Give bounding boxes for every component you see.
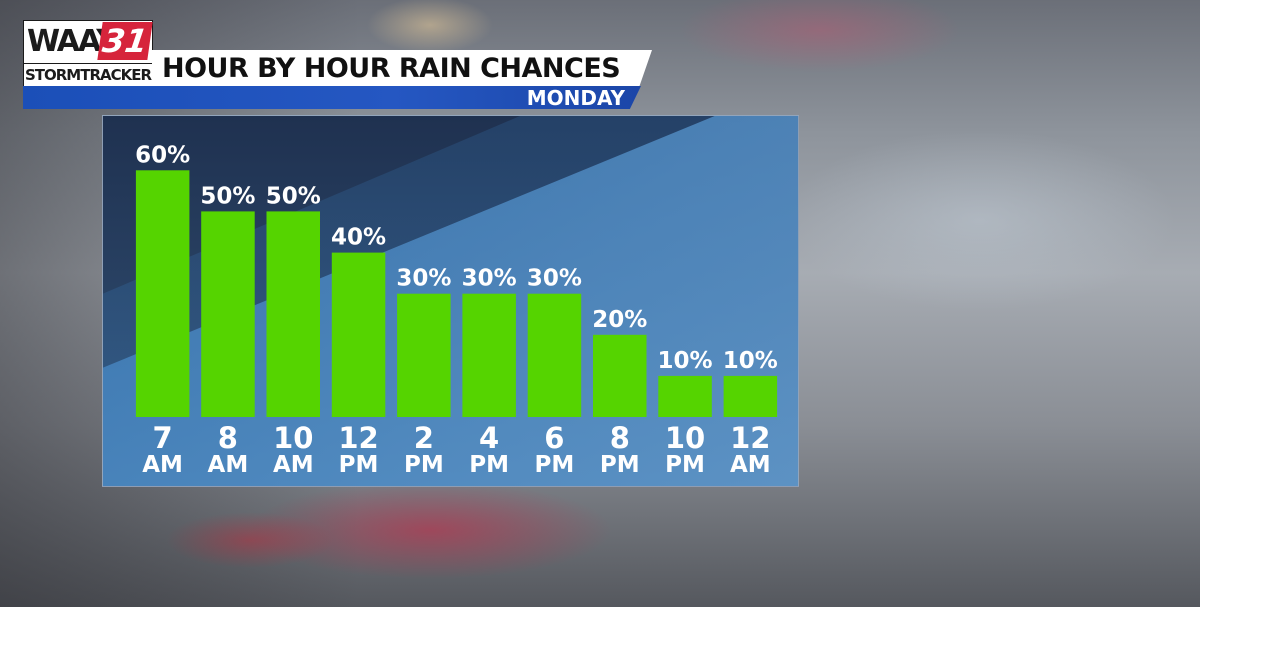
bar-value-label-1: 50% xyxy=(200,183,255,209)
x-tick-ampm-1: AM xyxy=(208,452,249,478)
x-tick-ampm-7: PM xyxy=(600,452,640,478)
subtitle-banner: MONDAY xyxy=(23,86,641,109)
bar-value-label-4: 30% xyxy=(396,266,451,292)
x-tick-ampm-8: PM xyxy=(665,452,705,478)
bar-1 xyxy=(201,211,255,417)
chart-panel: 60% 7 AM 50% 8 AM 50% 10 AM 40% 12 PM 30% 2 PM 30% 4 PM 30… xyxy=(102,115,799,487)
bar-value-label-9: 10% xyxy=(723,348,778,374)
bar-value-label-6: 30% xyxy=(527,266,582,292)
x-tick-hour-0: 7 xyxy=(153,421,173,455)
x-tick-hour-5: 4 xyxy=(479,421,499,455)
x-tick-hour-1: 8 xyxy=(218,421,238,455)
bar-value-label-5: 30% xyxy=(462,266,517,292)
bar-8 xyxy=(658,375,712,417)
bar-3 xyxy=(331,252,386,417)
chart-subtitle: MONDAY xyxy=(526,86,625,110)
bar-value-label-3: 40% xyxy=(331,225,386,251)
bar-2 xyxy=(266,211,320,417)
logo-channel-number: 31 xyxy=(97,22,153,60)
x-tick-hour-2: 10 xyxy=(273,421,313,455)
bar-value-label-2: 50% xyxy=(266,183,321,209)
x-tick-ampm-6: PM xyxy=(535,452,575,478)
x-tick-ampm-3: PM xyxy=(339,452,379,478)
x-tick-ampm-5: PM xyxy=(469,452,509,478)
bar-value-label-8: 10% xyxy=(657,348,712,374)
bar-4 xyxy=(397,293,451,417)
x-tick-hour-3: 12 xyxy=(338,421,378,455)
x-tick-hour-6: 6 xyxy=(544,421,564,455)
x-tick-hour-4: 2 xyxy=(414,421,434,455)
bar-6 xyxy=(527,293,582,417)
bar-7 xyxy=(593,334,647,417)
x-tick-ampm-4: PM xyxy=(404,452,444,478)
logo-stormtracker: STORMTRACKER xyxy=(24,63,152,86)
station-logo: WAAY 31 STORMTRACKER xyxy=(23,20,153,88)
x-tick-hour-8: 10 xyxy=(665,421,705,455)
bar-0 xyxy=(135,170,190,417)
bar-9 xyxy=(723,375,778,417)
chart-title: HOUR BY HOUR RAIN CHANCES xyxy=(162,53,621,84)
rain-chance-bar-chart: 60%7AM50%8AM50%10AM40%12PM30%2PM30%4PM30… xyxy=(135,142,778,478)
x-tick-ampm-2: AM xyxy=(273,452,314,478)
bar-value-label-0: 60% xyxy=(135,142,190,168)
x-tick-hour-9: 12 xyxy=(730,421,770,455)
x-tick-ampm-0: AM xyxy=(142,452,183,478)
title-banner: HOUR BY HOUR RAIN CHANCES xyxy=(152,50,652,86)
bar-value-label-7: 20% xyxy=(592,307,647,333)
x-tick-ampm-9: AM xyxy=(730,452,771,478)
bar-5 xyxy=(462,293,516,417)
x-tick-hour-7: 8 xyxy=(610,421,630,455)
